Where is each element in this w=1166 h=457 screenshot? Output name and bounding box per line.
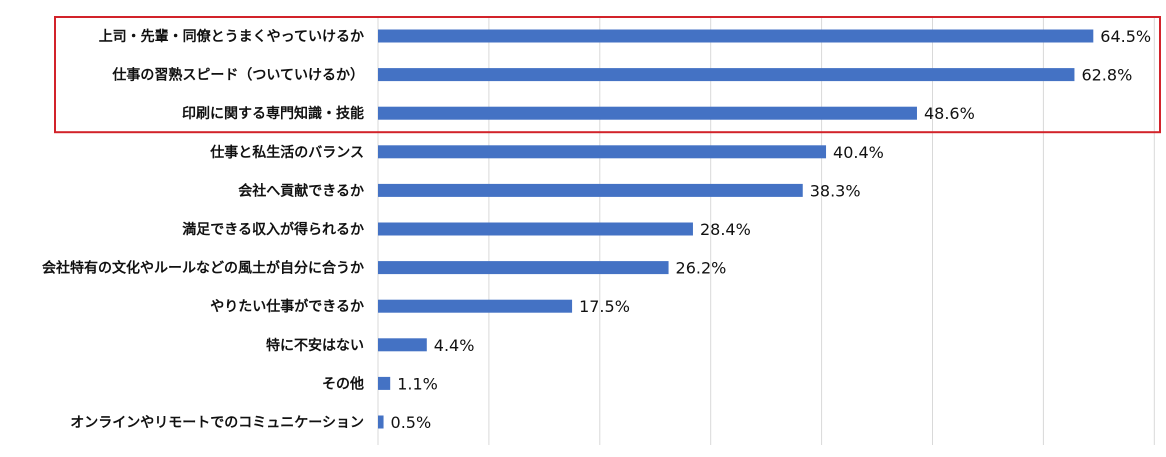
bar-10 bbox=[378, 376, 391, 390]
value-label-3: 48.6% bbox=[924, 104, 975, 123]
bars bbox=[378, 29, 1094, 429]
category-label-1: 上司・先輩・同僚とうまくやっていけるか bbox=[99, 28, 364, 45]
value-label-1: 64.5% bbox=[1100, 27, 1151, 46]
category-label-2: 仕事の習熟スピード（ついていけるか） bbox=[111, 67, 364, 84]
highlight-box bbox=[54, 16, 1161, 134]
bar-3 bbox=[378, 106, 917, 120]
category-label-9: 特に不安はない bbox=[266, 337, 364, 354]
value-label-7: 26.2% bbox=[676, 259, 727, 278]
value-label-8: 17.5% bbox=[579, 297, 630, 316]
bar-11 bbox=[378, 415, 384, 429]
bar-8 bbox=[378, 299, 573, 313]
bar-6 bbox=[378, 222, 693, 236]
category-label-5: 会社へ貢献できるか bbox=[238, 182, 364, 199]
category-label-11: オンラインやリモートでのコミュニケーション bbox=[70, 415, 364, 431]
category-label-3: 印刷に関する専門知識・技能 bbox=[182, 105, 364, 122]
category-label-6: 満足できる収入が得られるか bbox=[182, 221, 364, 238]
bar-1 bbox=[378, 29, 1094, 43]
bar-5 bbox=[378, 183, 803, 197]
category-label-10: その他 bbox=[322, 375, 364, 392]
value-labels: 64.5% 62.8% 48.6% 40.4% 38.3% 28.4% 26.2% 17.5%… bbox=[391, 27, 1152, 432]
bar-9 bbox=[378, 338, 427, 352]
value-label-11: 0.5% bbox=[391, 413, 432, 432]
value-label-5: 38.3% bbox=[810, 181, 861, 200]
value-label-4: 40.4% bbox=[833, 143, 884, 162]
bar-7 bbox=[378, 261, 669, 275]
value-label-9: 4.4% bbox=[434, 336, 475, 355]
category-label-8: やりたい仕事ができるか bbox=[210, 298, 364, 315]
value-label-6: 28.4% bbox=[700, 220, 751, 239]
bar-2 bbox=[378, 68, 1075, 82]
category-label-7: 会社特有の文化やルールなどの風土が自分に合うか bbox=[42, 260, 364, 277]
value-label-10: 1.1% bbox=[397, 374, 438, 393]
value-label-2: 62.8% bbox=[1081, 66, 1132, 85]
bar-4 bbox=[378, 145, 827, 159]
category-label-4: 仕事と私生活のバランス bbox=[209, 144, 364, 161]
